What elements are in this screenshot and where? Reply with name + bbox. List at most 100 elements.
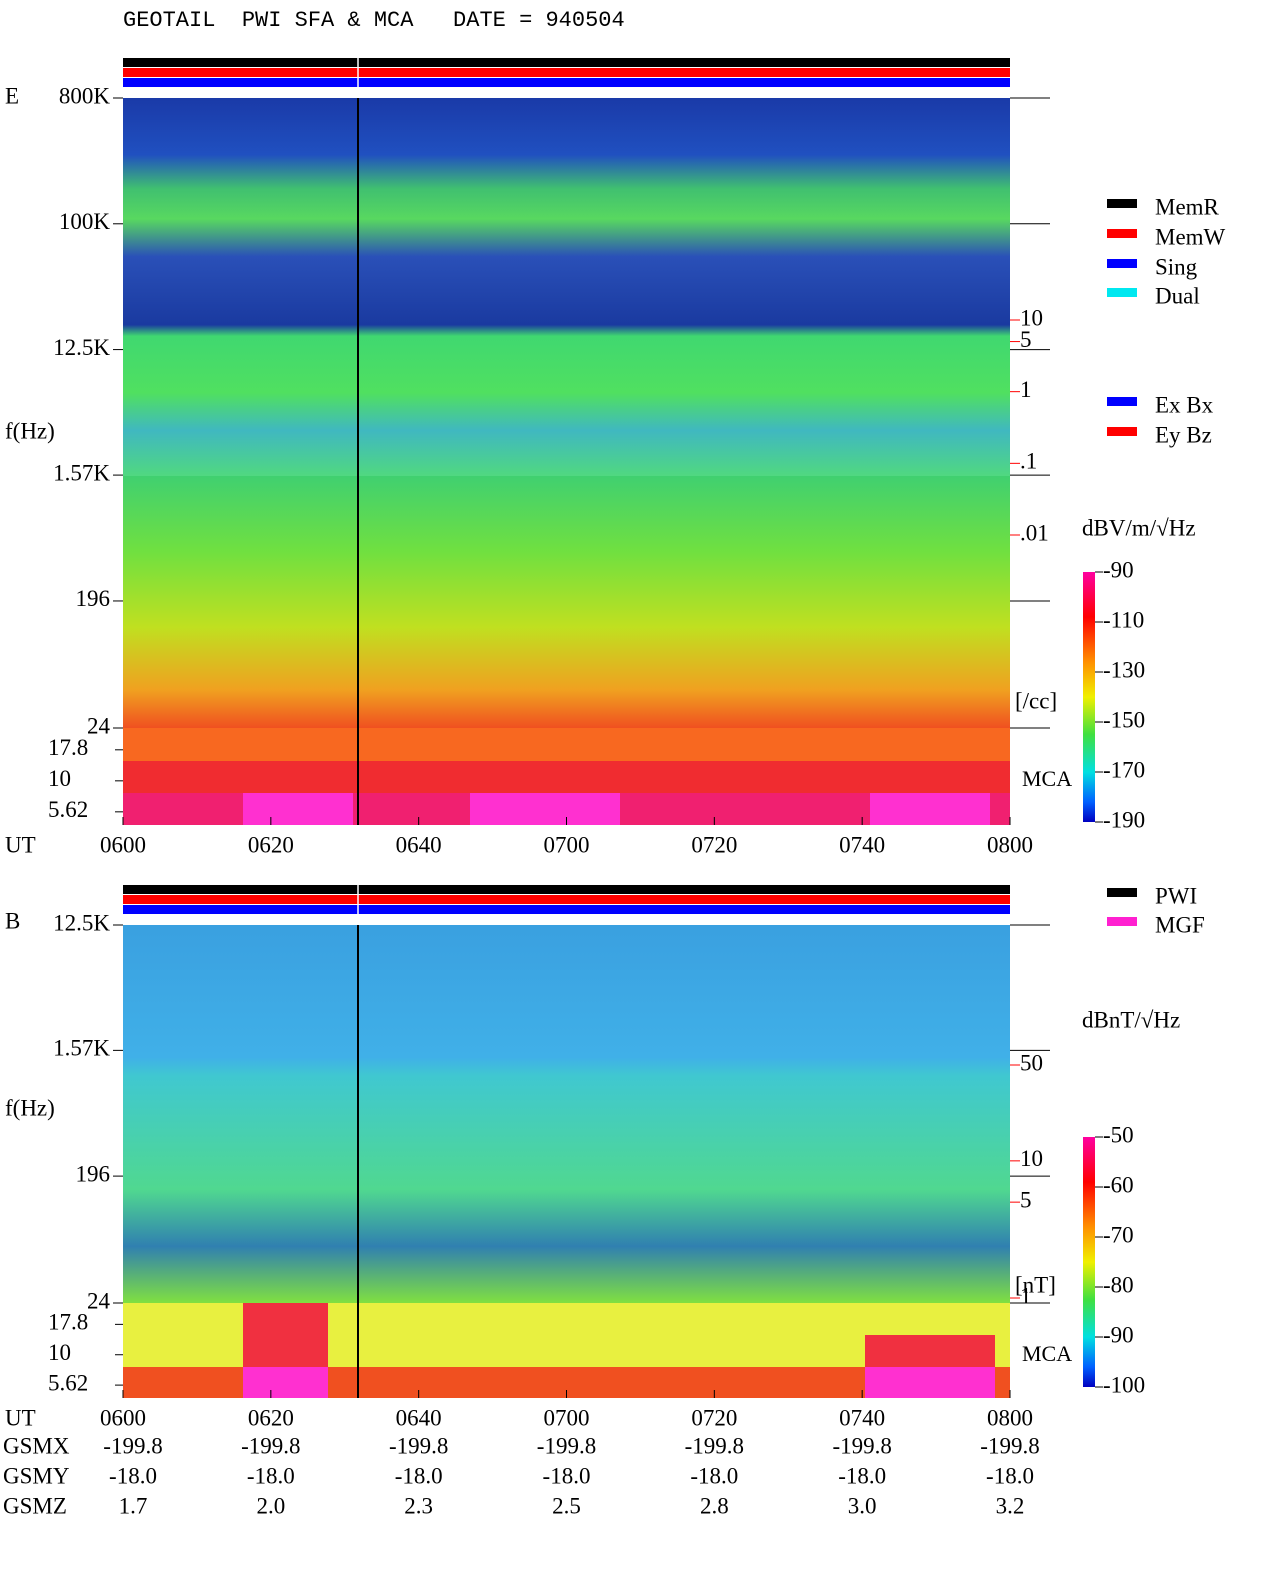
y-tick-label: 196 — [76, 586, 111, 611]
colorbar-tick-label: -80 — [1103, 1272, 1134, 1297]
legend-swatch — [1107, 259, 1137, 268]
legend-swatch — [1107, 917, 1137, 926]
x-tick-label: 0700 — [544, 1405, 590, 1430]
density-tick-label: .1 — [1020, 449, 1037, 474]
mca-label: MCA — [1022, 766, 1072, 791]
mca-tick-label: 5.62 — [48, 797, 88, 822]
x-tick-label: 0800 — [987, 832, 1033, 857]
orbit-name: GSMZ — [3, 1493, 67, 1518]
mca-band — [865, 1335, 995, 1367]
orbit-value: -18.0 — [543, 1463, 591, 1488]
orbit-value: -18.0 — [395, 1463, 443, 1488]
legend-label: PWI — [1155, 883, 1197, 908]
x-tick-label: 0720 — [691, 832, 737, 857]
y-tick-label: 24 — [87, 1288, 111, 1313]
mca-tick-label: 17.8 — [48, 1310, 88, 1335]
legend-label: MemR — [1155, 194, 1220, 219]
x-tick-label: 0600 — [100, 1405, 146, 1430]
x-tick-label: 0740 — [839, 832, 885, 857]
orbit-value: -199.8 — [537, 1433, 596, 1458]
density-unit: [/cc] — [1015, 688, 1057, 713]
orbit-value: -199.8 — [389, 1433, 448, 1458]
mca-band — [123, 761, 1010, 793]
orbit-value: 1.7 — [119, 1493, 148, 1518]
panel-label: E — [5, 83, 19, 108]
status-bar — [123, 895, 1010, 904]
orbit-value: -199.8 — [685, 1433, 744, 1458]
density-tick-label: 50 — [1020, 1050, 1043, 1075]
x-tick-label: 0620 — [248, 832, 294, 857]
density-tick-label: 1 — [1020, 377, 1032, 402]
mca-label: MCA — [1022, 1341, 1072, 1366]
x-tick-label: 0720 — [691, 1405, 737, 1430]
density-tick-label: 5 — [1020, 327, 1032, 352]
mca-band — [470, 793, 620, 825]
orbit-value: 2.8 — [700, 1493, 729, 1518]
status-bar — [123, 58, 1010, 67]
status-bar — [123, 68, 1010, 77]
density-tick-label: 5 — [1020, 1187, 1032, 1212]
orbit-value: 2.5 — [552, 1493, 581, 1518]
colorbar-label: dBnT/√Hz — [1082, 1007, 1180, 1032]
colorbar-tick-label: -60 — [1103, 1172, 1134, 1197]
legend-label: Ey Bz — [1155, 422, 1212, 447]
mca-tick-label: 17.8 — [48, 735, 88, 760]
orbit-value: -18.0 — [838, 1463, 886, 1488]
x-tick-label: 0700 — [544, 832, 590, 857]
colorbar-tick-label: -110 — [1103, 607, 1144, 632]
spectrogram — [123, 476, 1010, 728]
x-tick-label: 0800 — [987, 1405, 1033, 1430]
x-label: UT — [5, 1405, 36, 1430]
mca-tick-label: 5.62 — [48, 1370, 88, 1395]
x-tick-label: 0620 — [248, 1405, 294, 1430]
orbit-value: -18.0 — [986, 1463, 1034, 1488]
legend-swatch — [1107, 229, 1137, 238]
orbit-value: -199.8 — [103, 1433, 162, 1458]
density-tick-label: 1 — [1020, 1283, 1032, 1308]
density-tick-label: 10 — [1020, 1146, 1043, 1171]
y-label: f(Hz) — [5, 418, 55, 443]
mca-band — [243, 1303, 328, 1367]
orbit-value: -199.8 — [980, 1433, 1039, 1458]
legend-swatch — [1107, 397, 1137, 406]
x-tick-label: 0740 — [839, 1405, 885, 1430]
y-tick-label: 12.5K — [53, 335, 110, 360]
y-tick-label: 24 — [87, 713, 111, 738]
colorbar-tick-label: -50 — [1103, 1122, 1134, 1147]
colorbar-tick-label: -70 — [1103, 1222, 1134, 1247]
y-tick-label: 1.57K — [53, 460, 110, 485]
density-tick-label: 10 — [1020, 305, 1043, 330]
legend-label: MemW — [1155, 224, 1226, 249]
title: GEOTAIL PWI SFA & MCA DATE = 940504 — [123, 8, 625, 33]
orbit-value: -18.0 — [247, 1463, 295, 1488]
spectrogram — [123, 98, 1010, 476]
colorbar — [1083, 1137, 1095, 1387]
colorbar-tick-label: -190 — [1103, 807, 1145, 832]
legend-label: Sing — [1155, 254, 1198, 279]
mca-band — [123, 728, 1010, 761]
y-tick-label: 100K — [59, 209, 111, 234]
orbit-value: 3.2 — [996, 1493, 1025, 1518]
mca-tick-label: 10 — [48, 1340, 71, 1365]
x-tick-label: 0640 — [396, 832, 442, 857]
orbit-value: 2.0 — [256, 1493, 285, 1518]
legend-label: Dual — [1155, 283, 1200, 308]
legend-swatch — [1107, 199, 1137, 208]
colorbar-tick-label: -90 — [1103, 557, 1134, 582]
orbit-value: -18.0 — [690, 1463, 738, 1488]
legend-swatch — [1107, 888, 1137, 897]
x-label: UT — [5, 832, 36, 857]
orbit-name: GSMY — [3, 1463, 70, 1488]
legend-swatch — [1107, 427, 1137, 436]
y-tick-label: 196 — [76, 1161, 111, 1186]
orbit-value: -199.8 — [241, 1433, 300, 1458]
orbit-value: -18.0 — [109, 1463, 157, 1488]
legend-swatch — [1107, 288, 1137, 297]
orbit-value: 2.3 — [404, 1493, 433, 1518]
mca-band — [870, 793, 990, 825]
panel-label: B — [5, 908, 20, 933]
density-unit: [nT] — [1015, 1272, 1056, 1297]
orbit-value: 3.0 — [848, 1493, 877, 1518]
mca-band — [243, 793, 353, 825]
